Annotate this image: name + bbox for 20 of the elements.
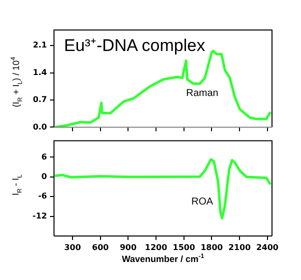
x-tick-label: 900 — [120, 242, 137, 252]
x-tick-label: 600 — [92, 242, 110, 252]
y-tick-label: 6 — [41, 152, 48, 162]
y-tick-label: 0.0 — [32, 122, 48, 132]
y-tick-label: 2.1 — [32, 40, 48, 50]
y-tick-label: 1.4 — [32, 68, 48, 77]
x-tick-label: 300 — [64, 242, 82, 252]
x-tick-label: 2100 — [228, 242, 252, 252]
y-tick-label: 0.7 — [32, 95, 47, 104]
series-label: ROA — [191, 196, 214, 208]
y-tick-label: 0 — [41, 172, 48, 181]
y-tick-label: -6 — [38, 192, 48, 201]
x-axis-title: Wavenumber / cm$^{-1}$ — [122, 253, 204, 264]
series-label: Raman — [186, 88, 218, 99]
x-tick-label: 1800 — [200, 242, 224, 252]
chart-title: Eu³⁺-DNA complex — [64, 35, 206, 56]
x-tick-label: 2400 — [256, 242, 279, 252]
x-tick-label: 1500 — [172, 242, 196, 252]
x-tick-label: 1200 — [144, 242, 168, 252]
y-tick-label: -12 — [32, 211, 47, 220]
